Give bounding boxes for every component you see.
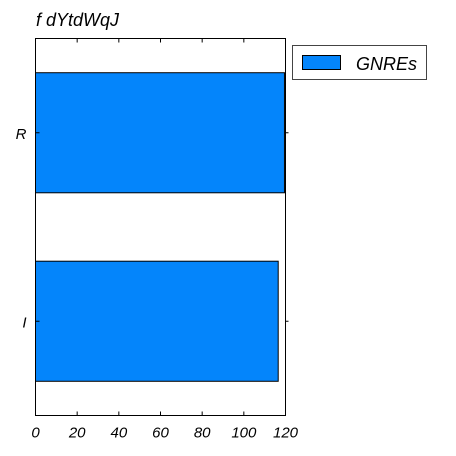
y-tick-label-I: I xyxy=(22,314,26,331)
bar-R xyxy=(35,72,285,194)
plot-frame xyxy=(35,38,286,416)
ticks-layer: I R 0 20 40 60 80 100 120 xyxy=(16,38,299,442)
legend-label: GNREs xyxy=(356,54,417,74)
x-tick-label-120: 120 xyxy=(273,425,299,442)
legend-swatch xyxy=(302,55,341,70)
bars-layer xyxy=(35,72,285,382)
x-tick-label-0: 0 xyxy=(31,425,40,442)
x-tick-label-100: 100 xyxy=(231,425,257,442)
chart-title: f dYtdWqJ xyxy=(36,10,120,30)
x-tick-label-20: 20 xyxy=(68,425,86,442)
x-tick-label-80: 80 xyxy=(194,425,211,442)
legend: GNREs xyxy=(292,45,427,80)
x-tick-label-60: 60 xyxy=(152,425,169,442)
bar-I xyxy=(35,260,279,382)
x-tick-label-40: 40 xyxy=(110,425,127,442)
y-tick-label-R: R xyxy=(16,126,27,143)
